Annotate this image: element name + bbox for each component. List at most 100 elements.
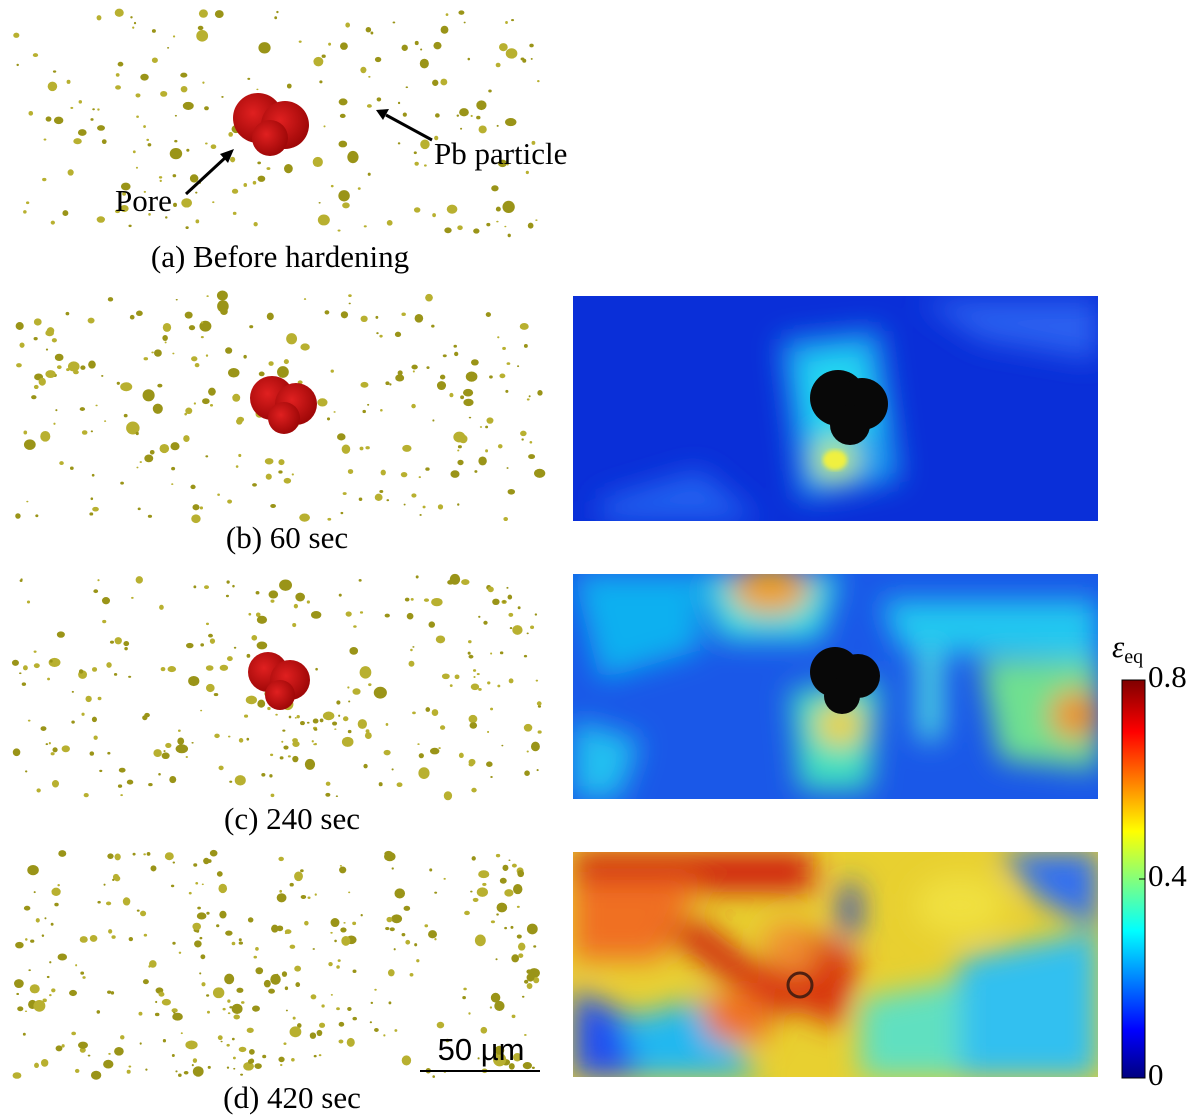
particle bbox=[154, 349, 162, 357]
particle bbox=[158, 991, 165, 997]
particle bbox=[178, 951, 182, 954]
particle bbox=[231, 941, 236, 946]
particle bbox=[227, 1012, 231, 1015]
particle bbox=[207, 1065, 211, 1069]
particle bbox=[343, 922, 346, 924]
particle bbox=[19, 342, 25, 348]
particle bbox=[357, 719, 367, 729]
particle bbox=[325, 792, 331, 797]
particle bbox=[47, 677, 51, 681]
particle bbox=[505, 389, 509, 393]
particle bbox=[284, 929, 292, 934]
particle bbox=[172, 35, 176, 38]
particle bbox=[391, 768, 394, 771]
particle bbox=[15, 322, 24, 330]
particle bbox=[217, 493, 220, 496]
particle bbox=[178, 1073, 182, 1077]
particle bbox=[313, 728, 318, 731]
particle bbox=[151, 351, 154, 354]
particle bbox=[445, 13, 449, 16]
particle bbox=[502, 864, 509, 871]
particle bbox=[471, 787, 477, 793]
particle bbox=[292, 623, 297, 628]
particle bbox=[402, 444, 412, 452]
particle bbox=[530, 625, 535, 630]
particle bbox=[330, 931, 333, 934]
particle bbox=[96, 216, 106, 223]
particle bbox=[69, 989, 78, 997]
particle bbox=[135, 93, 141, 98]
particle bbox=[142, 979, 149, 985]
particle bbox=[511, 1014, 516, 1019]
particle bbox=[50, 922, 54, 926]
strain-map-b bbox=[573, 296, 1098, 521]
particle bbox=[255, 947, 259, 951]
particle bbox=[23, 210, 27, 214]
particle bbox=[149, 960, 157, 968]
particle bbox=[313, 1054, 317, 1058]
particle bbox=[167, 666, 177, 673]
particle bbox=[526, 632, 529, 635]
particle bbox=[238, 738, 244, 743]
particle bbox=[181, 198, 193, 208]
particle bbox=[363, 225, 367, 228]
particle bbox=[348, 700, 351, 703]
particle bbox=[360, 66, 367, 74]
particle bbox=[173, 1011, 176, 1014]
particle bbox=[493, 1052, 507, 1067]
particle bbox=[338, 190, 350, 202]
particle bbox=[226, 580, 230, 584]
particle bbox=[523, 344, 528, 348]
particle bbox=[132, 852, 136, 856]
particle bbox=[105, 901, 112, 906]
particle bbox=[497, 336, 500, 339]
particle bbox=[216, 290, 228, 301]
particle bbox=[365, 27, 372, 33]
particle bbox=[17, 1006, 24, 1012]
particle bbox=[365, 729, 370, 734]
particle bbox=[359, 611, 364, 614]
particle bbox=[499, 43, 508, 52]
particle bbox=[396, 782, 403, 788]
particle bbox=[503, 517, 509, 522]
particle bbox=[328, 962, 333, 967]
particle bbox=[385, 381, 390, 386]
particle bbox=[313, 743, 316, 746]
particle bbox=[374, 988, 377, 991]
particle bbox=[128, 224, 132, 228]
particle bbox=[457, 225, 463, 231]
particle bbox=[513, 883, 523, 895]
particle bbox=[293, 603, 299, 609]
particle bbox=[460, 395, 465, 400]
particle bbox=[434, 135, 439, 141]
particle bbox=[255, 612, 261, 618]
particle bbox=[386, 220, 393, 226]
particle bbox=[160, 667, 166, 672]
particle bbox=[193, 585, 197, 589]
particle bbox=[502, 200, 515, 214]
particle bbox=[279, 889, 283, 893]
particle bbox=[126, 1069, 131, 1074]
particle bbox=[240, 1001, 245, 1004]
particle bbox=[385, 723, 389, 726]
particle bbox=[174, 139, 178, 143]
arrows bbox=[184, 109, 433, 196]
particle bbox=[69, 466, 74, 470]
particle bbox=[114, 637, 122, 645]
particle bbox=[110, 991, 115, 995]
particle bbox=[380, 408, 383, 412]
particle bbox=[292, 755, 299, 763]
particle bbox=[62, 210, 69, 217]
particle bbox=[169, 148, 183, 160]
particle bbox=[194, 940, 202, 948]
particle bbox=[33, 663, 40, 669]
particle bbox=[339, 865, 342, 867]
particle bbox=[46, 975, 50, 979]
particle bbox=[517, 870, 525, 878]
particle bbox=[14, 979, 24, 989]
particle bbox=[467, 57, 471, 61]
particle bbox=[196, 30, 209, 42]
particle bbox=[253, 955, 258, 959]
particle bbox=[310, 994, 317, 1000]
particle bbox=[394, 331, 402, 338]
